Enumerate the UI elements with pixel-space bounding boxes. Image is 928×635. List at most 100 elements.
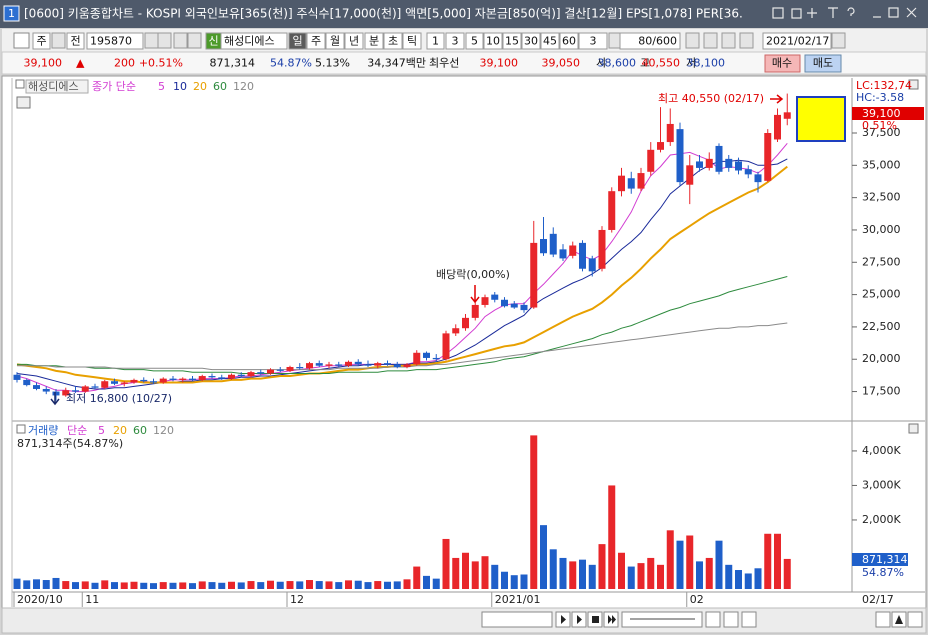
maximize-button[interactable] xyxy=(888,7,899,18)
toolbar-label[interactable]: 분 xyxy=(369,35,379,48)
candle-body xyxy=(530,242,538,308)
tool-button[interactable] xyxy=(723,611,739,628)
glyph xyxy=(576,615,582,624)
toolbar-label[interactable]: 60 xyxy=(562,35,576,48)
toolbar-label[interactable]: 5 xyxy=(471,35,478,48)
toolbar-label[interactable]: 1 xyxy=(432,35,439,48)
candle-body xyxy=(627,178,635,189)
toolbar-button[interactable] xyxy=(66,32,85,50)
toolbar-label[interactable]: 월 xyxy=(330,35,340,48)
toolbar-label[interactable]: 80/600 xyxy=(638,35,677,48)
volume-bar xyxy=(101,580,109,589)
tool-icon[interactable] xyxy=(51,32,66,49)
toolbar-label[interactable]: 3 xyxy=(590,35,597,48)
toolbar-label[interactable]: 해성디에스 xyxy=(224,34,275,48)
control-icon[interactable] xyxy=(828,7,838,18)
candle-body xyxy=(744,169,752,175)
quote-item: 200 xyxy=(114,57,135,70)
volume-bar xyxy=(111,582,118,589)
quote-item: 40,550 xyxy=(642,57,681,70)
control-icon[interactable] xyxy=(772,7,784,19)
current-volume-box xyxy=(852,553,908,566)
control-icon[interactable] xyxy=(791,8,802,19)
toolbar-button[interactable] xyxy=(762,32,832,50)
toolbar-label[interactable]: 틱 xyxy=(407,35,417,48)
toolbar-label[interactable]: 주 xyxy=(36,35,46,48)
candle-body xyxy=(296,366,304,369)
y-tick-label: 27,500 xyxy=(862,255,901,268)
tool-button[interactable] xyxy=(705,611,721,628)
tool-icon[interactable] xyxy=(703,32,718,49)
toolbar-button[interactable] xyxy=(364,32,384,50)
panel-icon[interactable] xyxy=(16,96,31,109)
tool-button[interactable] xyxy=(741,611,757,628)
toolbar-button[interactable] xyxy=(445,32,465,50)
tool-icon[interactable] xyxy=(831,32,846,49)
tool-icon[interactable] xyxy=(144,32,159,49)
toolbar-label[interactable]: 주 xyxy=(311,35,321,48)
toolbar-button[interactable] xyxy=(220,32,288,50)
toolbar-label[interactable]: 2021/02/17 xyxy=(766,35,829,48)
toolbar-button[interactable] xyxy=(344,32,364,50)
scroll-bar xyxy=(1,607,927,634)
candle-body xyxy=(501,299,508,307)
toolbar-button[interactable] xyxy=(465,32,484,50)
sell-button[interactable] xyxy=(804,54,842,73)
tool-button[interactable] xyxy=(907,611,923,628)
control-icon[interactable] xyxy=(807,8,817,18)
tool-button[interactable] xyxy=(875,611,891,628)
toolbar-button[interactable] xyxy=(521,32,541,50)
toolbar-button[interactable] xyxy=(325,32,345,50)
toolbar-label[interactable]: 15 xyxy=(505,35,519,48)
toolbar-label[interactable]: 일 xyxy=(292,34,302,48)
panel-icon[interactable] xyxy=(15,79,25,89)
volume-bar xyxy=(540,525,547,589)
tool-icon[interactable] xyxy=(721,32,736,49)
toolbar-label[interactable]: 10 xyxy=(486,35,500,48)
tool-icon[interactable] xyxy=(13,32,30,49)
tool-icon[interactable] xyxy=(173,32,188,49)
tool-icon[interactable] xyxy=(685,32,700,49)
toolbar-button[interactable] xyxy=(619,32,681,50)
toolbar-label[interactable]: 30 xyxy=(524,35,538,48)
toolbar-label[interactable]: 45 xyxy=(543,35,557,48)
panel-icon[interactable] xyxy=(16,424,26,434)
toolbar-button[interactable] xyxy=(559,32,579,50)
toolbar-button[interactable] xyxy=(578,32,608,50)
toolbar-button[interactable] xyxy=(502,32,522,50)
toolbar-button[interactable] xyxy=(402,32,422,50)
toolbar-label[interactable]: 3 xyxy=(452,35,459,48)
toolbar-button[interactable] xyxy=(86,32,144,50)
toolbar-button[interactable] xyxy=(426,32,445,50)
scroll-track[interactable] xyxy=(481,611,553,628)
toolbar-label[interactable]: 전 xyxy=(70,35,80,48)
control-icon[interactable] xyxy=(847,7,855,16)
buy-button[interactable] xyxy=(764,54,801,73)
candle-body xyxy=(598,229,606,269)
toolbar-label[interactable]: 신 xyxy=(208,35,218,48)
toolbar-button[interactable] xyxy=(306,32,326,50)
tool-icon[interactable] xyxy=(187,32,202,49)
panel-corner-button[interactable] xyxy=(908,79,919,90)
quote-item[interactable]: 매수 xyxy=(772,57,792,70)
close-button[interactable] xyxy=(906,7,917,18)
toolbar-button[interactable] xyxy=(383,32,403,50)
toolbar-label[interactable]: 195870 xyxy=(90,35,132,48)
y-tick-label: 30,000 xyxy=(862,223,901,236)
tool-icon[interactable] xyxy=(157,32,172,49)
toolbar-button[interactable] xyxy=(288,32,307,50)
toolbar-label[interactable]: 초 xyxy=(388,35,398,48)
candle-body xyxy=(267,369,274,374)
quote-item[interactable]: 매도 xyxy=(813,57,833,70)
toolbar-button[interactable] xyxy=(483,32,503,50)
toolbar-button[interactable] xyxy=(540,32,560,50)
volume-bar xyxy=(491,564,499,589)
panel-corner-button[interactable] xyxy=(908,423,919,434)
candle-body xyxy=(715,145,723,172)
volume-bar xyxy=(783,558,791,589)
toolbar-label[interactable]: 년 xyxy=(349,35,359,48)
tool-icon[interactable] xyxy=(739,32,754,49)
toolbar-button[interactable] xyxy=(32,32,51,50)
volume-bar xyxy=(744,573,752,589)
